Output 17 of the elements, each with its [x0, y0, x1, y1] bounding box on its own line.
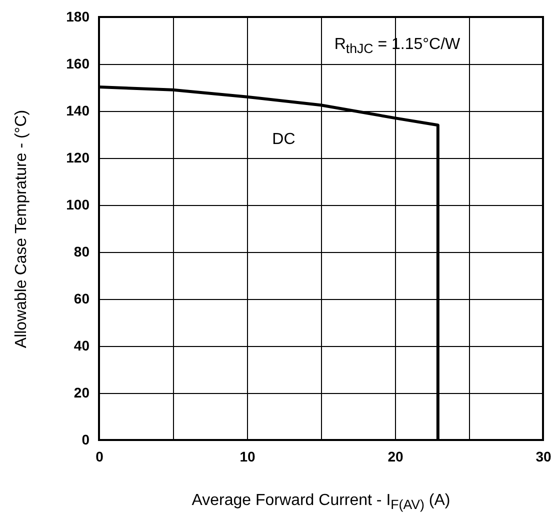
x-tick-label: 30: [536, 448, 552, 464]
y-tick-label: 180: [66, 8, 90, 24]
x-tick-label: 20: [388, 448, 404, 464]
y-axis-title: Allowable Case Temprature - (°C): [13, 109, 31, 348]
y-tick-label: 0: [82, 432, 90, 448]
x-tick-label: 0: [96, 448, 104, 464]
y-tick-label: 80: [74, 244, 90, 260]
y-tick-label: 100: [66, 196, 90, 212]
x-tick-label: 10: [240, 448, 256, 464]
y-tick-label: 160: [66, 56, 90, 72]
y-tick-label: 140: [66, 102, 90, 118]
x-axis-title: Average Forward Current - I$_{F(AV)}$ (A): [192, 492, 450, 512]
y-tick-label: 20: [74, 384, 90, 400]
annotation: DC: [272, 131, 296, 150]
y-tick-label: 60: [74, 290, 90, 306]
y-tick-label: 40: [74, 338, 90, 354]
y-tick-label: 120: [66, 150, 90, 166]
